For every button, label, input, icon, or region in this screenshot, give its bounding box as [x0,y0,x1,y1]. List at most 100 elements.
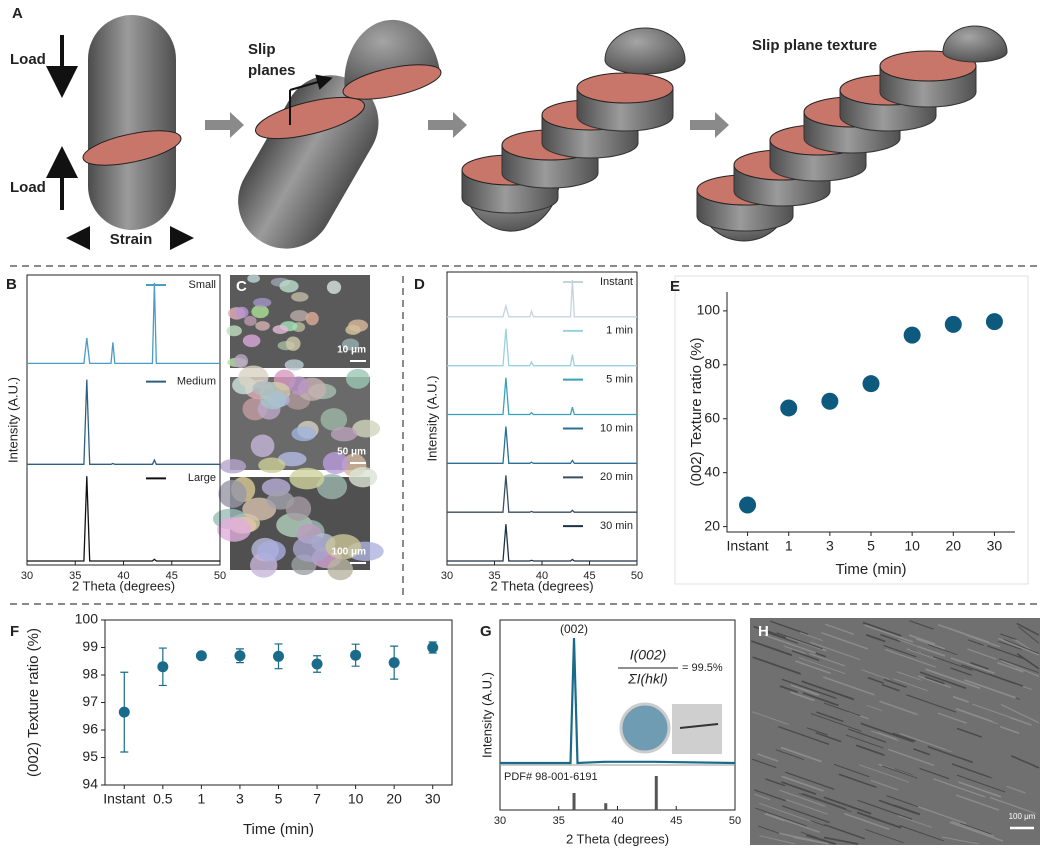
texture-streak [865,633,886,643]
texture-streak [823,796,872,815]
texture-streak [964,711,999,725]
y-tick-label: 40 [704,463,720,479]
texture-streak [866,705,883,712]
legend-label: Instant [600,276,633,288]
particle [348,319,369,332]
texture-streak [821,632,869,650]
texture-streak [844,812,890,831]
texture-streak [865,829,904,844]
particle [326,280,342,294]
texture-streak [909,620,934,630]
texture-streak [810,713,862,732]
texture-streak [912,804,967,825]
x-tick-label: 30 [425,791,441,807]
xrd-pattern [447,426,637,464]
texture-streak [763,813,785,822]
data-point [427,642,439,653]
data-point [739,496,757,514]
xrd-pattern [27,282,220,365]
texture-streak [878,732,897,740]
x-tick-label: Instant [727,538,769,554]
reference-label: PDF# 98-001-6191 [504,771,598,783]
data-point [944,315,962,333]
x-tick-label: 1 [197,791,205,807]
texture-streak [919,671,967,689]
xrd-pattern [447,377,637,416]
texture-streak [758,825,784,836]
texture-streak [1000,703,1040,724]
texture-streak [883,644,917,658]
texture-streak [956,774,1006,793]
stage-arrow [690,112,729,138]
scale-bar-label: 10 μm [337,345,366,356]
texture-streak [956,727,982,738]
texture-streak [1006,785,1026,794]
xrd-pattern [500,637,736,765]
particle [292,535,331,563]
texture-streak [751,640,793,657]
texture-streak [845,734,884,749]
dome [942,25,1008,63]
y-axis-label: Intensity (A.U.) [479,672,494,758]
data-point [350,649,362,661]
texture-streak [917,739,952,753]
particle [218,479,247,508]
texture-streak [753,793,771,801]
x-tick-label: 30 [987,538,1003,554]
particle [257,540,286,562]
texture-streak [762,633,816,654]
texture-streak [948,627,990,643]
data-point [388,657,400,669]
texture-streak [798,657,846,675]
texture-streak [937,712,968,724]
stage-arrow [205,112,244,138]
texture-streak [802,692,839,707]
texture-streak [961,664,1016,685]
texture-streak [801,688,819,696]
panel-label: G [480,623,492,640]
texture-streak [823,836,859,845]
texture-streak [753,625,787,639]
x-tick-label: 20 [386,791,402,807]
texture-streak [785,799,829,815]
particle [219,459,247,474]
texture-streak [765,778,786,787]
particle [242,334,261,348]
data-point [273,650,284,662]
texture-streak [933,778,986,798]
x-tick-label: 50 [214,570,226,582]
texture-streak [894,804,921,816]
x-tick-label: 3 [826,538,834,554]
slip-plane [576,72,674,104]
texture-streak [970,661,989,670]
particle [285,336,301,351]
texture-streak [1000,660,1040,677]
texture-streak [776,632,823,650]
texture-streak [793,836,829,845]
particle [327,558,354,581]
xrd-pattern [447,328,637,367]
y-tick-label: 99 [82,638,98,654]
texture-streak [802,792,847,810]
legend-label: 5 min [606,374,633,386]
xrd-pattern [447,475,637,513]
x-tick-label: 10 [348,791,364,807]
inset-photo [619,702,671,754]
reference-stick [572,793,576,810]
particle [250,434,275,458]
texture-streak [997,637,1040,656]
particle [279,279,299,293]
texture-streak [781,678,837,700]
data-point [903,326,921,344]
texture-streak [810,641,861,661]
texture-streak [967,648,997,660]
texture-streak [951,763,991,778]
particle [272,324,289,334]
texture-streak [880,633,901,643]
particle [341,338,360,351]
x-tick-label: 1 [785,538,793,554]
texture-streak [987,645,1026,660]
texture-streak [896,671,922,681]
x-tick-label: 40 [611,815,623,827]
texture-streak [1016,622,1040,636]
